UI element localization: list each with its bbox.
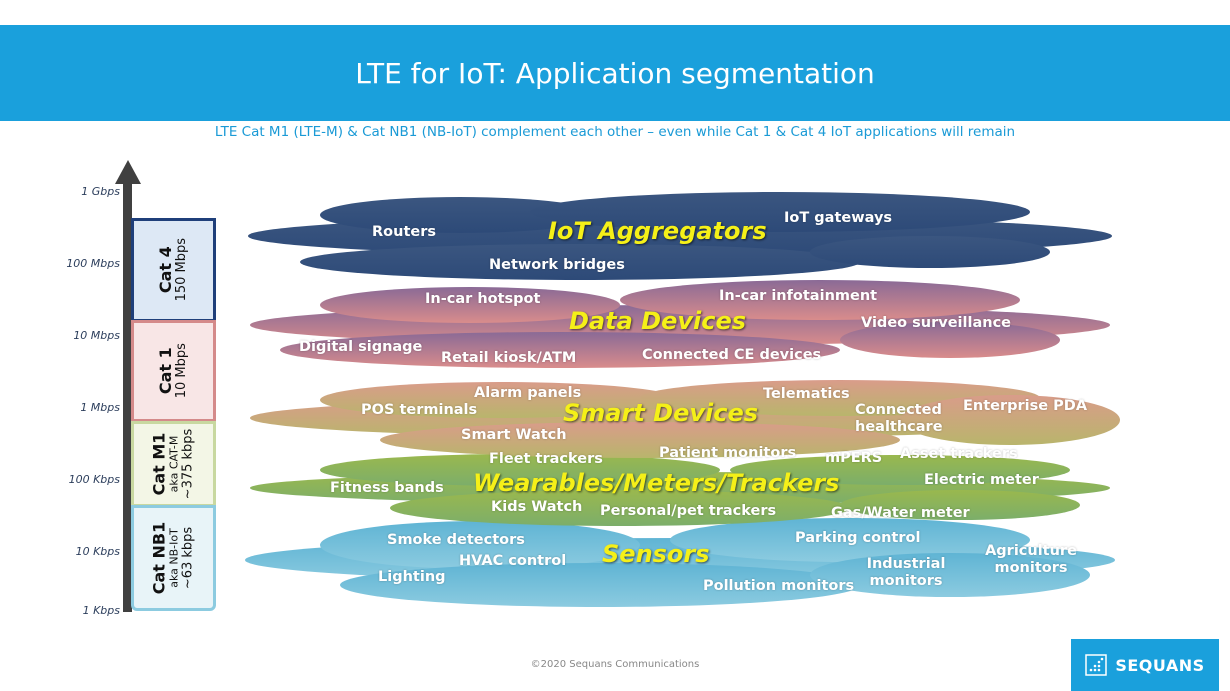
cloud-wearables xyxy=(250,454,1110,526)
application-label: Gas/Water meter xyxy=(831,505,970,521)
application-label: Electric meter xyxy=(924,472,1039,488)
application-label: Smart Watch xyxy=(461,427,567,443)
application-label: Agriculture monitors xyxy=(985,543,1077,576)
application-label: Routers xyxy=(372,224,436,240)
application-label: Asset trackers xyxy=(900,446,1018,462)
application-label: Connected healthcare xyxy=(855,402,943,435)
subtitle: LTE Cat M1 (LTE-M) & Cat NB1 (NB-IoT) co… xyxy=(214,124,1016,140)
cloud-smart xyxy=(250,380,1120,458)
segment-title: IoT Aggregators xyxy=(548,217,767,245)
sequans-logo-icon xyxy=(1085,654,1108,676)
category-catnb1: Cat NB1 aka NB-IoT ~63 kbps xyxy=(131,505,216,611)
cloud-data xyxy=(250,280,1110,368)
category-catm1: Cat M1 aka CAT-M ~375 kbps xyxy=(131,421,216,507)
application-label: Parking control xyxy=(795,530,921,546)
application-label: Pollution monitors xyxy=(703,578,855,594)
segment-title: Data Devices xyxy=(569,307,746,335)
axis-tick: 1 Mbps xyxy=(80,401,120,414)
title-banner: LTE for IoT: Application segmentation xyxy=(0,25,1230,121)
axis-tick: 10 Mbps xyxy=(73,329,120,342)
application-label: Fitness bands xyxy=(330,480,444,496)
application-label: In-car hotspot xyxy=(425,291,541,307)
application-label: Fleet trackers xyxy=(489,451,603,467)
application-label: Retail kiosk/ATM xyxy=(441,350,577,366)
application-label: Industrial monitors xyxy=(866,556,946,589)
application-label: Patient monitors xyxy=(659,445,797,461)
cloud-sensors xyxy=(245,518,1115,607)
application-label: Smoke detectors xyxy=(387,532,525,548)
page-title: LTE for IoT: Application segmentation xyxy=(355,56,875,90)
application-label: Kids Watch xyxy=(491,499,583,515)
category-cat4: Cat 4 150 Mbps xyxy=(131,218,216,322)
axis-tick: 10 Kbps xyxy=(75,545,120,558)
axis-tick: 1 Gbps xyxy=(81,185,120,198)
copyright: ©2020 Sequans Communications xyxy=(530,659,700,670)
axis-line xyxy=(123,180,132,612)
logo-text: SEQUANS xyxy=(1115,655,1205,675)
segment-title: Wearables/Meters/Trackers xyxy=(473,469,840,497)
application-label: Connected CE devices xyxy=(642,347,822,363)
application-label: Digital signage xyxy=(299,339,423,355)
category-cat1: Cat 1 10 Mbps xyxy=(131,320,216,422)
segment-title: Smart Devices xyxy=(563,399,759,427)
axis-tick: 1 Kbps xyxy=(82,604,120,617)
application-label: POS terminals xyxy=(361,402,478,418)
application-label: In-car infotainment xyxy=(719,288,878,304)
application-label: IoT gateways xyxy=(784,210,893,226)
segment-title: Sensors xyxy=(602,540,710,568)
application-label: Network bridges xyxy=(489,257,625,273)
axis-tick: 100 Kbps xyxy=(68,473,120,486)
application-label: Enterprise PDA xyxy=(963,398,1088,414)
application-label: Telematics xyxy=(763,386,850,402)
application-label: HVAC control xyxy=(459,553,567,569)
application-label: Personal/pet trackers xyxy=(600,503,777,519)
axis-tick: 100 Mbps xyxy=(66,257,120,270)
application-label: Alarm panels xyxy=(474,385,582,401)
application-label: Lighting xyxy=(378,569,446,585)
application-label: Video surveillance xyxy=(861,315,1011,331)
cloud-aggregators xyxy=(248,192,1112,280)
application-label: mPERS xyxy=(825,450,883,466)
sequans-logo: SEQUANS xyxy=(1071,639,1219,691)
